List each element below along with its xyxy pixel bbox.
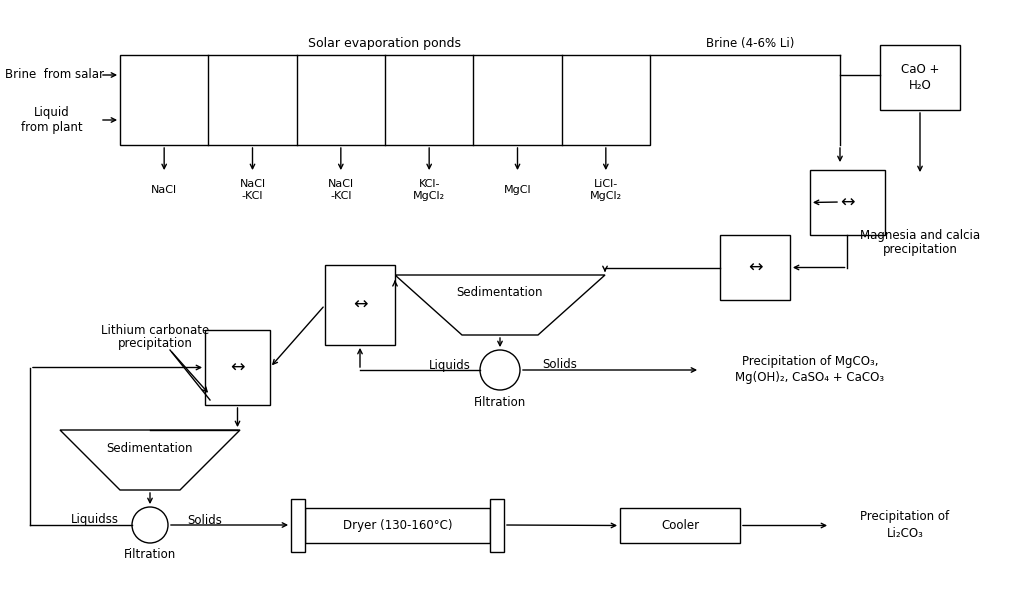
Text: LiCl-
MgCl₂: LiCl- MgCl₂ (590, 179, 622, 201)
Text: Liquid
from plant: Liquid from plant (21, 106, 83, 134)
Bar (620, 508, 740, 543)
Text: ↔: ↔ (230, 359, 245, 376)
Text: Filtration: Filtration (474, 395, 526, 408)
Bar (720, 235, 790, 300)
Bar (291, 499, 305, 552)
Bar (880, 45, 960, 110)
Text: H₂O: H₂O (909, 79, 931, 92)
Text: Li₂CO₃: Li₂CO₃ (887, 527, 923, 540)
Bar (305, 508, 490, 543)
Text: Magnesia and calcia: Magnesia and calcia (860, 229, 980, 242)
Text: NaCl: NaCl (151, 185, 177, 195)
Text: Precipitation of MgCO₃,: Precipitation of MgCO₃, (742, 355, 878, 368)
Text: NaCl
-KCl: NaCl -KCl (239, 179, 266, 201)
Bar (205, 330, 270, 405)
Text: Liquidss: Liquidss (71, 514, 119, 526)
Text: Lithium carbonate: Lithium carbonate (101, 323, 209, 336)
Bar (490, 499, 504, 552)
Bar (810, 170, 884, 235)
Bar (325, 265, 395, 345)
Text: CaO +: CaO + (901, 63, 940, 76)
Text: ↔: ↔ (353, 296, 367, 314)
Text: Sedimentation: Sedimentation (457, 287, 543, 300)
Text: precipitation: precipitation (117, 336, 193, 349)
Text: precipitation: precipitation (882, 244, 958, 256)
Text: ↔: ↔ (748, 258, 762, 277)
Text: Liquids: Liquids (429, 359, 471, 371)
Text: KCl-
MgCl₂: KCl- MgCl₂ (413, 179, 445, 201)
Text: Brine  from salar: Brine from salar (5, 68, 105, 82)
Text: ↔: ↔ (841, 194, 855, 212)
Polygon shape (60, 430, 240, 490)
Text: Brine (4-6% Li): Brine (4-6% Li) (706, 36, 794, 49)
Text: Dryer (130-160°C): Dryer (130-160°C) (342, 519, 452, 532)
Bar (120, 55, 650, 145)
Text: Precipitation of: Precipitation of (860, 510, 950, 523)
Text: Mg(OH)₂, CaSO₄ + CaCO₃: Mg(OH)₂, CaSO₄ + CaCO₃ (736, 371, 884, 384)
Text: MgCl: MgCl (503, 185, 531, 195)
Circle shape (132, 507, 168, 543)
Text: Cooler: Cooler (661, 519, 699, 532)
Text: Solids: Solids (187, 514, 222, 526)
Text: Solids: Solids (542, 359, 578, 371)
Text: Sedimentation: Sedimentation (107, 442, 194, 454)
Polygon shape (395, 275, 605, 335)
Text: Solar evaporation ponds: Solar evaporation ponds (309, 36, 462, 49)
Text: NaCl
-KCl: NaCl -KCl (328, 179, 354, 201)
Circle shape (480, 350, 520, 390)
Text: Filtration: Filtration (124, 549, 176, 561)
